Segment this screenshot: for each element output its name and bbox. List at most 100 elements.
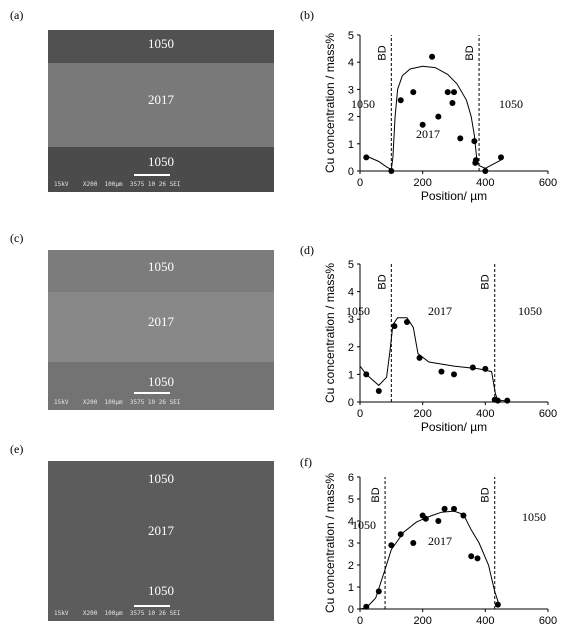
data-point <box>422 515 429 522</box>
y-axis-label: Cu concentration / mass% <box>323 263 337 403</box>
sem-label-top: 1050 <box>148 36 174 51</box>
data-point <box>429 53 436 60</box>
sem-label-mid: 2017 <box>148 523 174 538</box>
sem-label-mid: 2017 <box>148 92 174 107</box>
x-tick-label: 0 <box>357 615 363 627</box>
x-axis-label: Position/ µm <box>421 420 487 434</box>
data-point <box>482 365 489 372</box>
panel-label-b: (b) <box>300 8 314 22</box>
cu-profile-chart-d: 0 200 400 600 0 1 2 3 4 5 Position/ µm Cu concentra… <box>323 259 557 434</box>
data-point <box>504 397 511 404</box>
scale-bar <box>134 605 170 607</box>
y-tick-label: 2 <box>348 560 354 572</box>
panel-label-a: (a) <box>10 8 24 22</box>
data-point <box>460 512 467 519</box>
y-tick-label: 3 <box>348 538 354 550</box>
data-point <box>451 505 457 512</box>
data-point <box>375 588 382 595</box>
sem-label-top: 1050 <box>148 259 174 274</box>
data-point <box>449 100 456 106</box>
region-label-mid: 2017 <box>428 304 452 318</box>
data-point <box>397 531 404 538</box>
sem-info-bar: 15kV X200 100µm 3575 10 26 SEI <box>54 181 181 188</box>
y-tick-label: 0 <box>348 397 354 409</box>
bd-label: BD <box>464 45 476 60</box>
region-label-right: 1050 <box>518 304 542 318</box>
data-point <box>410 540 417 546</box>
data-point <box>388 542 395 549</box>
sem-image-e: 1050 2017 1050 15kV X200 100µm 3575 10 2… <box>48 461 274 621</box>
region-label-left: 1050 <box>346 304 370 318</box>
y-tick-label: 6 <box>348 472 354 484</box>
data-point <box>482 168 489 174</box>
data-point <box>435 518 442 524</box>
bd-label: BD <box>480 274 492 289</box>
y-tick-label: 4 <box>348 57 354 69</box>
data-point <box>388 168 395 174</box>
panel-label-c: (c) <box>10 231 24 245</box>
data-point <box>441 505 448 512</box>
sem-label-mid: 2017 <box>148 314 174 329</box>
sem-label-top: 1050 <box>148 471 174 486</box>
x-tick-label: 0 <box>357 408 363 420</box>
x-tick-label: 400 <box>476 408 494 420</box>
x-tick-label: 0 <box>357 177 363 189</box>
region-label-left: 1050 <box>351 97 375 111</box>
y-tick-label: 1 <box>348 582 354 594</box>
data-point <box>438 368 445 375</box>
data-point <box>363 371 370 378</box>
region-label-right: 1050 <box>499 97 523 111</box>
data-point <box>494 397 501 404</box>
x-tick-label: 200 <box>413 408 431 420</box>
data-point <box>404 318 410 325</box>
data-point <box>363 154 370 161</box>
scale-bar <box>134 174 170 176</box>
data-point <box>397 97 404 104</box>
y-tick-label: 5 <box>348 259 354 271</box>
sem-label-bot: 1050 <box>148 583 174 598</box>
y-tick-label: 3 <box>348 314 354 326</box>
y-tick-label: 1 <box>348 369 354 381</box>
cu-profile-chart-f: 0 200 400 600 0 1 2 3 4 5 6 Cu concentration / mass… <box>323 472 557 627</box>
x-tick-label: 200 <box>413 615 431 627</box>
y-tick-label: 4 <box>348 516 354 528</box>
data-point <box>391 323 398 330</box>
bd-label: BD <box>376 274 388 289</box>
data-point <box>494 601 501 608</box>
bd-label: BD <box>376 45 388 60</box>
fit-curve <box>359 510 500 610</box>
data-point <box>435 113 442 120</box>
data-point <box>468 553 475 560</box>
sem-image-c: 1050 2017 1050 15kV X200 100µm 3575 10 2… <box>48 250 274 410</box>
y-tick-label: 3 <box>348 84 354 96</box>
data-point <box>472 157 479 164</box>
panel-label-d: (d) <box>300 243 314 257</box>
data-point <box>375 387 382 394</box>
y-axis-label: Cu concentration / mass% <box>323 473 337 613</box>
y-tick-label: 5 <box>348 30 354 42</box>
x-tick-label: 600 <box>539 177 557 189</box>
y-tick-label: 2 <box>348 112 354 124</box>
data-point <box>419 121 426 128</box>
scale-bar <box>134 392 170 394</box>
data-point <box>444 89 451 96</box>
data-point <box>474 555 481 562</box>
region-label-mid: 2017 <box>416 127 440 141</box>
panel-label-e: (e) <box>10 442 24 456</box>
y-tick-label: 4 <box>348 287 354 299</box>
region-label-left: 1050 <box>352 518 376 532</box>
x-tick-label: 200 <box>413 177 431 189</box>
sem-label-bot: 1050 <box>148 374 174 389</box>
y-tick-label: 0 <box>348 166 354 178</box>
x-tick-label: 600 <box>539 615 557 627</box>
x-tick-label: 400 <box>476 177 494 189</box>
fit-curve <box>366 65 502 171</box>
bd-label: BD <box>480 487 492 502</box>
data-point <box>471 138 478 145</box>
sem-info-bar: 15kV X200 100µm 3575 10 26 SEI <box>54 399 181 406</box>
y-tick-label: 1 <box>348 139 354 151</box>
y-tick-label: 5 <box>348 494 354 506</box>
data-point <box>457 135 464 142</box>
data-point <box>451 371 457 378</box>
fit-curve <box>359 317 508 402</box>
